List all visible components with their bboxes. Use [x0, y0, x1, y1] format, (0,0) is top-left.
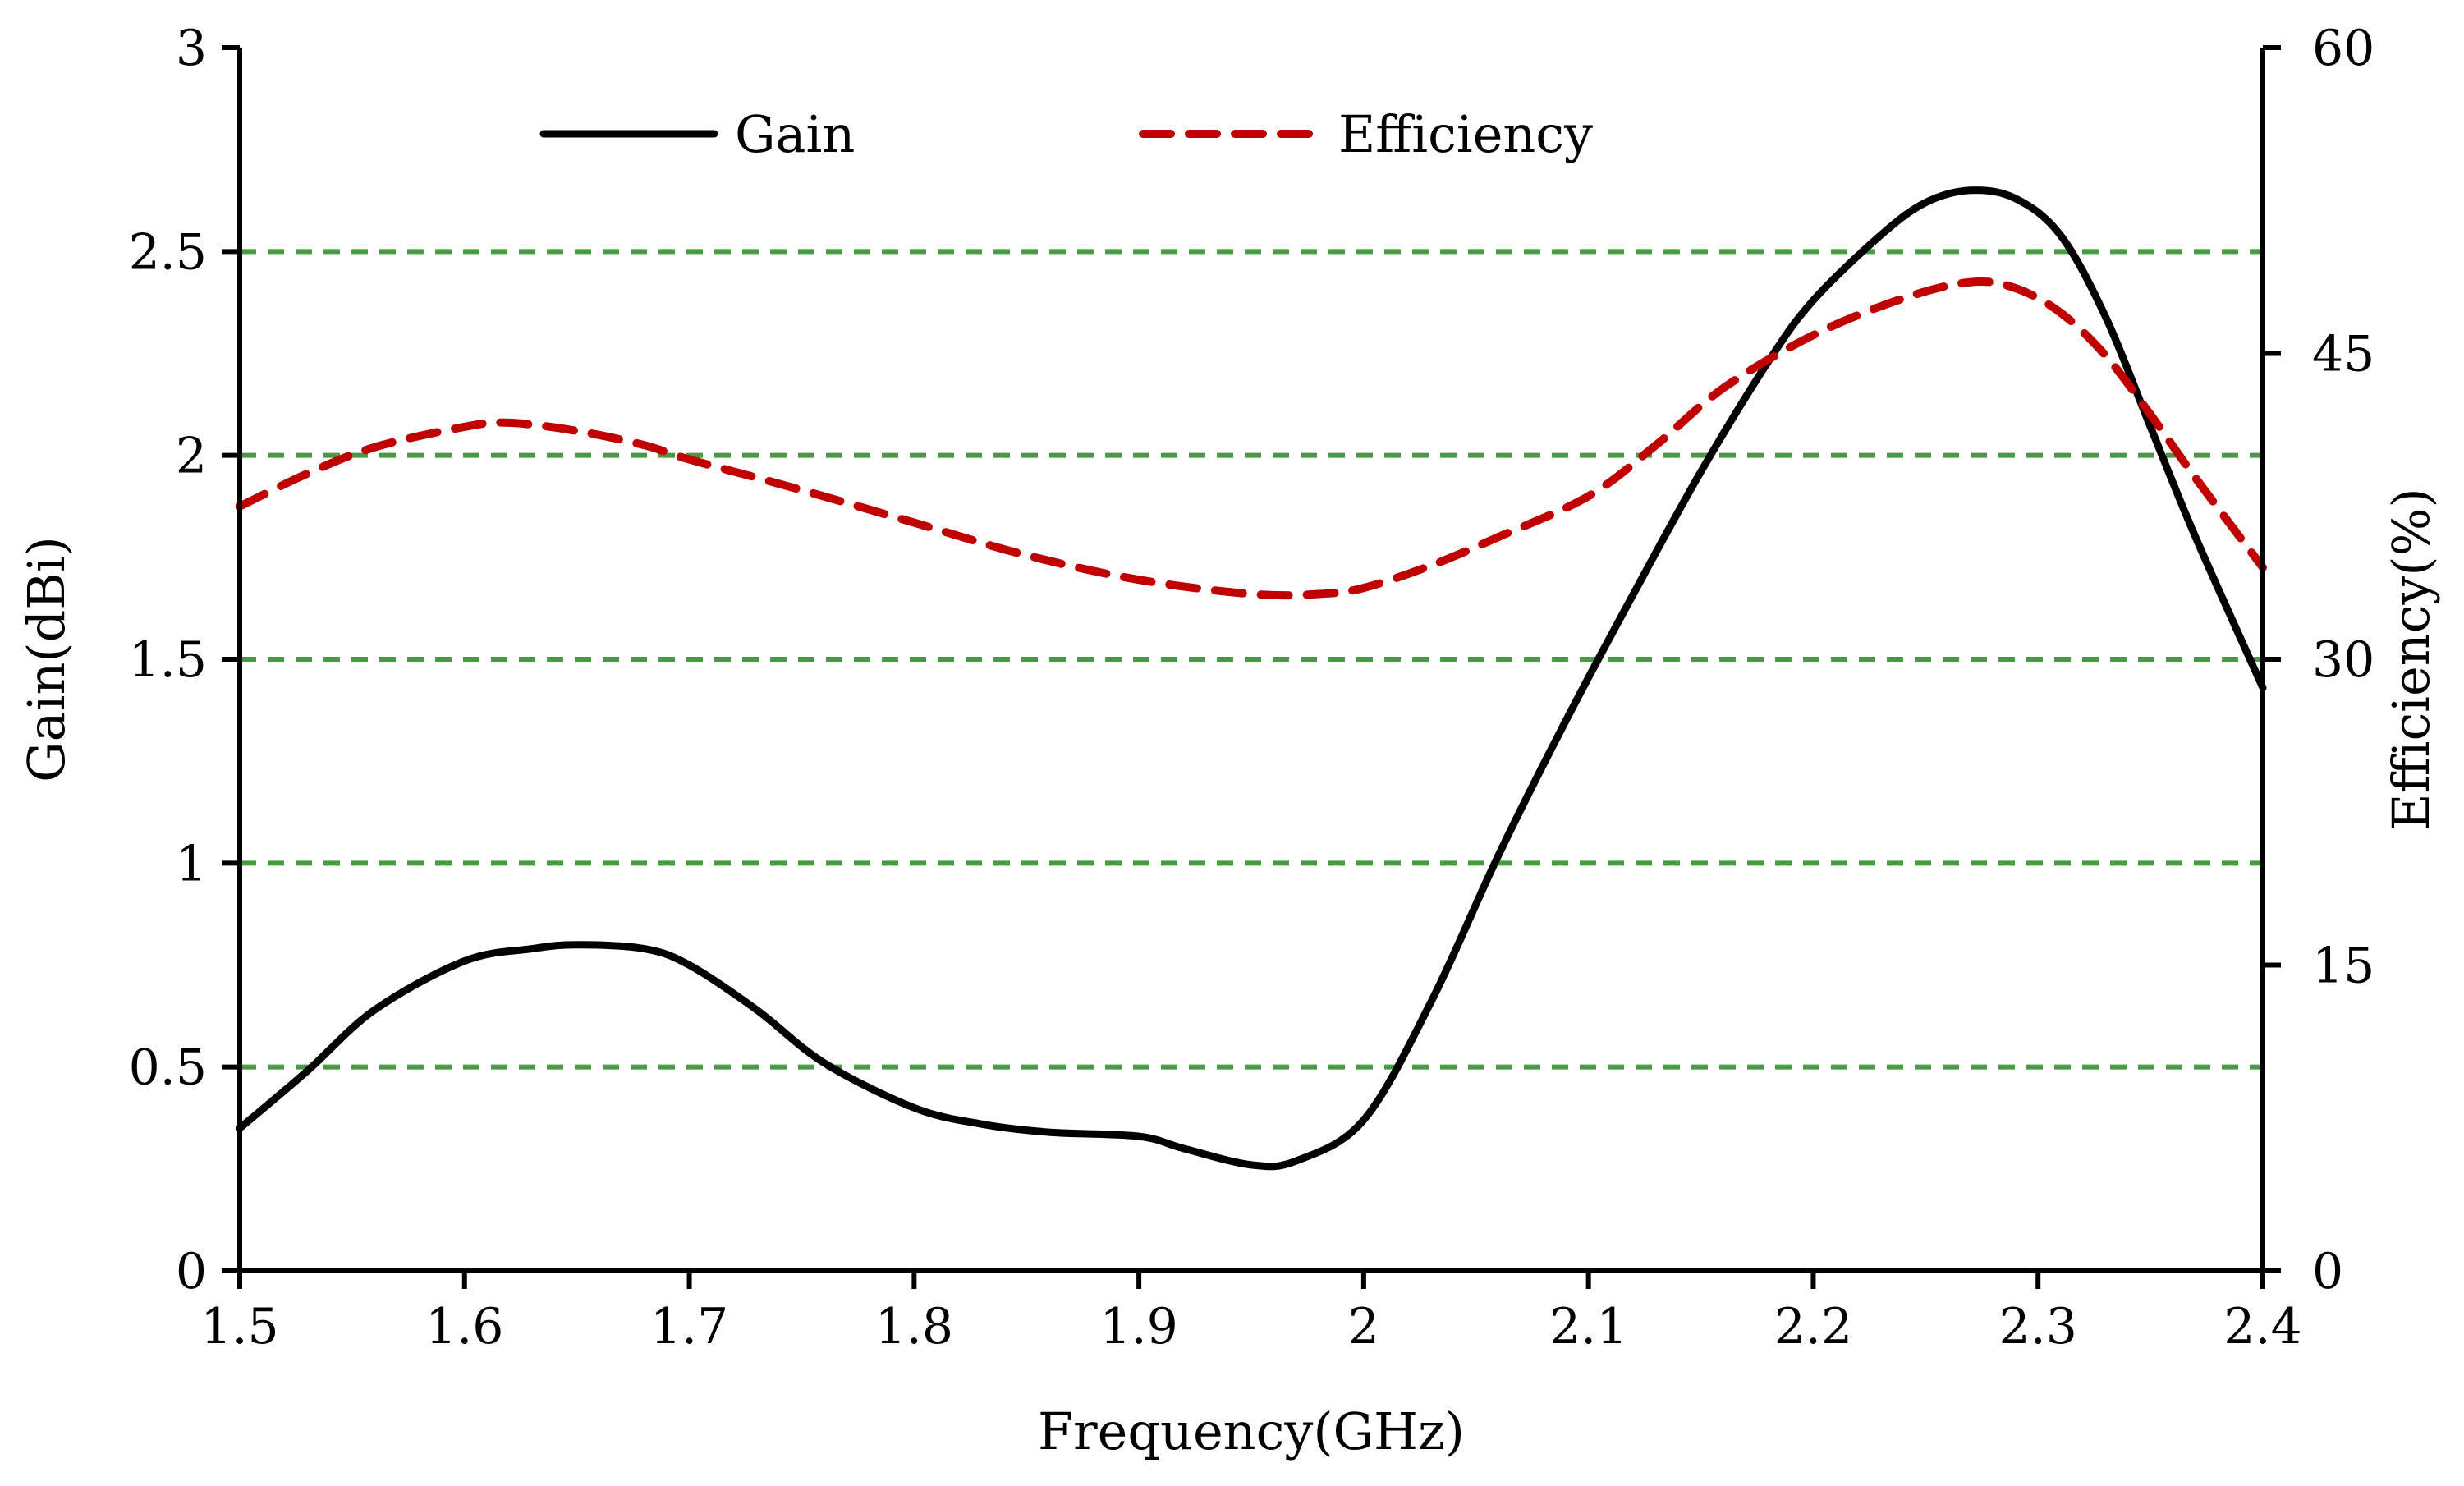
y-tick-label: 3 — [176, 20, 207, 77]
x-tick-label: 1.7 — [650, 1298, 728, 1355]
legend-gain-label: Gain — [735, 104, 855, 164]
legend: Gain Efficiency — [539, 104, 1593, 164]
y2-tick-label: 0 — [2312, 1243, 2343, 1300]
y2-tick-label: 60 — [2312, 20, 2375, 77]
x-tick-label: 2.3 — [1999, 1298, 2077, 1355]
x-tick-label: 2.2 — [1774, 1298, 1852, 1355]
ticks: 1.5 1.6 1.7 1.8 1.9 2 2.1 2.2 2.3 2.400.511.522.5… — [129, 20, 2375, 1355]
gridlines — [240, 249, 2263, 1070]
y-tick-label: 1 — [176, 835, 207, 892]
x-tick-label: 2.4 — [2223, 1298, 2301, 1355]
y-tick-label: 2.5 — [129, 223, 207, 281]
x-tick-label: 1.8 — [875, 1298, 953, 1355]
legend-efficiency-label: Efficiency — [1338, 104, 1593, 164]
y-axis-title: Gain(dBi) — [16, 536, 76, 782]
x-tick-label: 2 — [1348, 1298, 1379, 1355]
y2-tick-label: 30 — [2312, 631, 2375, 689]
y2-axis-title: Efficiency(%) — [2381, 488, 2441, 830]
x-tick-label: 1.5 — [200, 1298, 278, 1355]
y-tick-label: 0.5 — [129, 1039, 207, 1097]
series-line-gain — [236, 186, 2267, 1171]
y-tick-label: 0 — [176, 1243, 207, 1300]
y2-tick-label: 15 — [2312, 938, 2375, 995]
series-line-efficiency — [236, 277, 2267, 600]
y2-tick-label: 45 — [2312, 326, 2375, 383]
x-axis-title: Frequency(GHz) — [1038, 1401, 1465, 1461]
series-layer — [236, 186, 2267, 1171]
y-tick-label: 1.5 — [129, 631, 207, 689]
x-tick-label: 2.1 — [1549, 1298, 1627, 1355]
y-tick-label: 2 — [176, 428, 207, 485]
x-tick-label: 1.9 — [1099, 1298, 1177, 1355]
x-tick-label: 1.6 — [425, 1298, 503, 1355]
